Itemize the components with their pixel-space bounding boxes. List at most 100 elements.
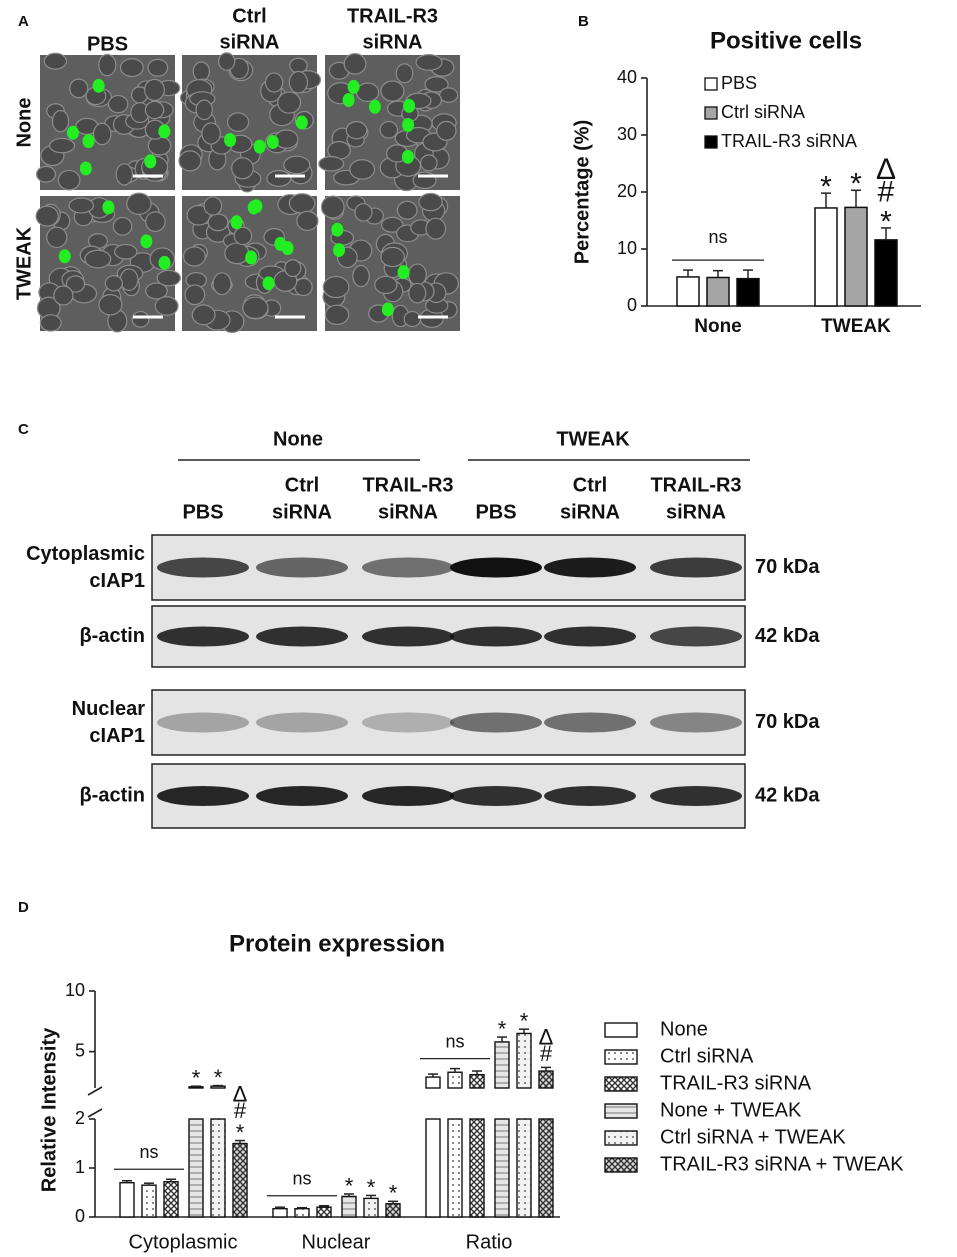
positive-nucleus <box>402 117 415 132</box>
positive-nucleus <box>158 255 171 270</box>
cell <box>147 58 169 77</box>
bar <box>469 1118 485 1218</box>
size-label: 42 kDa <box>755 784 820 806</box>
x-tick-label: Cytoplasmic <box>129 1231 238 1253</box>
band <box>544 557 636 578</box>
cell <box>345 121 368 140</box>
significance-mark: * <box>367 1175 376 1200</box>
significance-mark: Δ <box>539 1025 554 1050</box>
ns-label: ns <box>139 1142 158 1162</box>
band <box>650 557 742 578</box>
positive-nucleus <box>58 249 71 264</box>
column-header: siRNA <box>362 31 422 53</box>
cell <box>84 249 112 269</box>
significance-mark: * <box>520 1009 529 1034</box>
cell <box>296 210 319 231</box>
lane-label: siRNA <box>560 501 620 523</box>
lane-label: Ctrl <box>285 474 319 496</box>
significance-mark: # <box>234 1098 247 1123</box>
band <box>362 626 454 647</box>
ns-label: ns <box>445 1031 464 1051</box>
cell <box>354 203 373 222</box>
significance-mark: * <box>345 1173 354 1198</box>
cell <box>119 58 144 78</box>
cell <box>126 192 152 216</box>
y-tick-label: 2 <box>75 1108 85 1128</box>
positive-nucleus <box>66 125 79 140</box>
positive-nucleus <box>250 199 263 214</box>
cell <box>322 275 350 299</box>
positive-nucleus <box>401 149 414 164</box>
significance-mark: Δ <box>876 153 896 186</box>
legend-label: None <box>660 1018 708 1040</box>
positive-nucleus <box>333 243 346 258</box>
positive-nucleus <box>245 250 258 265</box>
cell <box>112 216 133 236</box>
cell <box>49 137 76 154</box>
blot-label: cIAP1 <box>89 570 145 592</box>
blot-label: cIAP1 <box>89 725 145 747</box>
positive-nucleus <box>368 99 381 114</box>
cell <box>43 52 68 70</box>
bar <box>706 276 730 307</box>
y-tick-label: 20 <box>617 181 637 201</box>
band <box>544 712 636 733</box>
cell <box>192 61 210 82</box>
cell <box>145 282 168 300</box>
legend-swatch <box>604 1103 638 1119</box>
blot-label: β-actin <box>79 625 145 647</box>
row-label: None <box>13 98 35 148</box>
legend-label: Ctrl siRNA <box>660 1045 754 1067</box>
cell <box>191 304 216 326</box>
lane-label: siRNA <box>272 501 332 523</box>
legend-swatch <box>604 1130 638 1146</box>
lane-label: TRAIL-R3 <box>362 474 453 496</box>
cell <box>352 264 370 288</box>
cell <box>424 76 449 93</box>
band <box>157 712 249 733</box>
cell <box>182 246 206 267</box>
positive-nucleus <box>331 222 344 237</box>
blot-label: Nuclear <box>72 698 146 720</box>
cell <box>207 213 229 232</box>
cell <box>439 87 459 103</box>
micrograph <box>320 192 460 331</box>
cell <box>201 122 221 145</box>
band <box>362 557 454 578</box>
positive-nucleus <box>253 139 266 154</box>
cell <box>242 296 269 320</box>
cell <box>107 94 129 114</box>
cell <box>195 99 213 121</box>
y-tick-label: 10 <box>617 238 637 258</box>
legend-label: PBS <box>721 73 757 93</box>
micrograph <box>318 53 460 192</box>
cell <box>425 217 447 240</box>
y-tick-label: 1 <box>75 1157 85 1177</box>
cell <box>68 197 95 214</box>
band <box>450 712 542 733</box>
significance-mark: * <box>880 205 892 238</box>
band <box>450 786 542 806</box>
y-axis-label: Relative Intensity <box>38 1027 60 1192</box>
cell <box>69 78 89 99</box>
bar <box>494 1041 510 1089</box>
bar <box>232 1142 248 1218</box>
lane-label: siRNA <box>666 501 726 523</box>
y-tick-label: 40 <box>617 67 637 87</box>
panel-label: D <box>18 899 29 916</box>
axis-break <box>87 1108 103 1118</box>
positive-nucleus <box>397 265 410 280</box>
cell <box>53 285 74 306</box>
cell <box>203 196 223 216</box>
positive-nucleus <box>295 115 308 130</box>
cell <box>224 242 250 265</box>
legend-label: Ctrl siRNA <box>721 102 805 122</box>
cell <box>380 246 405 268</box>
band <box>362 786 454 806</box>
chart-title: Protein expression <box>229 930 445 957</box>
cell <box>380 216 404 233</box>
bar <box>141 1184 157 1218</box>
cell <box>178 150 202 172</box>
significance-mark: * <box>214 1065 223 1090</box>
band <box>650 626 742 647</box>
